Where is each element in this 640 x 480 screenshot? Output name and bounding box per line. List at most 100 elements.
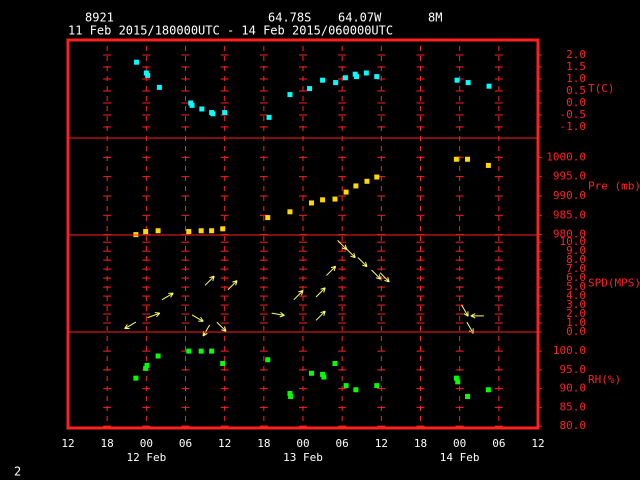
point — [374, 74, 380, 80]
point — [485, 387, 491, 393]
x-tick-label: 06 — [492, 437, 505, 450]
station: 8921 — [85, 11, 114, 25]
point — [209, 348, 215, 354]
point — [209, 228, 215, 234]
axis-label: RH(%) — [588, 373, 621, 386]
point — [266, 114, 272, 120]
wind-arrow — [470, 313, 484, 319]
point — [321, 374, 327, 380]
wind-arrow — [315, 310, 326, 321]
point — [199, 106, 205, 112]
y-tick-label: 2.0 — [566, 307, 586, 320]
y-tick-label: 3.0 — [566, 298, 586, 311]
page-number: 2 — [14, 465, 21, 479]
y-tick-label: 80.0 — [560, 419, 587, 432]
y-tick-label: 1000.0 — [546, 150, 586, 163]
y-tick-label: 995.0 — [553, 170, 586, 183]
wind-arrow — [204, 275, 215, 286]
x-tick-label: 00 — [296, 437, 309, 450]
y-tick-label: 0.0 — [566, 325, 586, 338]
point — [220, 226, 226, 232]
wind-arrow — [124, 321, 137, 330]
wind-arrow — [227, 280, 238, 291]
point — [486, 83, 492, 89]
x-tick-label: 12 — [61, 437, 74, 450]
y-tick-label: 5.0 — [566, 280, 586, 293]
wind-arrow — [371, 269, 382, 280]
y-tick-label: 990.0 — [553, 189, 586, 202]
point — [353, 183, 359, 189]
point — [343, 189, 349, 195]
point — [454, 77, 460, 83]
point — [186, 229, 192, 235]
wind-arrow — [147, 312, 161, 319]
wind-arrow — [357, 257, 368, 268]
point — [287, 391, 293, 396]
elevation: 8M — [428, 11, 442, 25]
point — [288, 394, 294, 399]
point — [465, 80, 471, 86]
y-tick-label: 1.0 — [566, 316, 586, 329]
wind-arrow — [271, 311, 285, 318]
wind-arrow — [345, 248, 356, 259]
period: 11 Feb 2015/180000UTC - 14 Feb 2015/0600… — [68, 24, 393, 38]
point — [155, 228, 161, 234]
x-tick-label: 18 — [257, 437, 270, 450]
y-tick-label: 7.0 — [566, 262, 586, 275]
wind-arrow — [293, 289, 304, 301]
longitude: 64.07W — [338, 11, 382, 25]
point — [332, 361, 338, 366]
point — [320, 197, 326, 203]
date-label: 14 Feb — [440, 451, 480, 464]
point — [222, 110, 228, 116]
point — [363, 70, 369, 76]
x-tick-label: 12 — [531, 437, 544, 450]
point — [144, 362, 150, 368]
point — [353, 387, 359, 393]
point — [308, 370, 314, 376]
x-tick-label: 06 — [336, 437, 349, 450]
point — [453, 156, 459, 162]
point — [320, 371, 326, 377]
wind-arrow — [191, 314, 204, 322]
y-tick-label: 0.5 — [566, 84, 586, 97]
y-tick-label: 6.0 — [566, 271, 586, 284]
wind-arrow — [379, 272, 390, 283]
point — [354, 74, 360, 80]
point — [265, 357, 271, 363]
point — [485, 162, 491, 168]
y-tick-label: 0.0 — [566, 96, 586, 109]
point — [143, 229, 149, 235]
point — [220, 361, 226, 366]
point — [133, 375, 139, 381]
point — [156, 84, 162, 90]
wind-arrow — [216, 321, 227, 332]
axis-label: SPD(MPS) — [588, 277, 640, 290]
point — [343, 383, 349, 389]
point — [374, 174, 380, 180]
wind-arrow — [461, 304, 469, 317]
point — [320, 77, 326, 83]
wind-arrow — [161, 292, 174, 301]
latitude: 64.78S — [268, 11, 311, 25]
y-tick-label: 1.5 — [566, 60, 586, 73]
x-tick-label: 12 — [218, 437, 231, 450]
y-tick-label: 95.0 — [560, 363, 587, 376]
point — [465, 156, 470, 162]
point — [189, 102, 195, 108]
point — [307, 86, 313, 92]
point — [210, 111, 216, 117]
point — [455, 379, 461, 385]
point — [186, 348, 192, 354]
point — [342, 75, 348, 81]
wind-arrow — [202, 324, 211, 337]
point — [374, 383, 380, 389]
point — [143, 365, 149, 371]
point — [265, 215, 271, 221]
point — [287, 209, 293, 215]
point — [134, 59, 140, 65]
x-tick-label: 06 — [179, 437, 192, 450]
y-tick-label: 90.0 — [560, 382, 587, 395]
